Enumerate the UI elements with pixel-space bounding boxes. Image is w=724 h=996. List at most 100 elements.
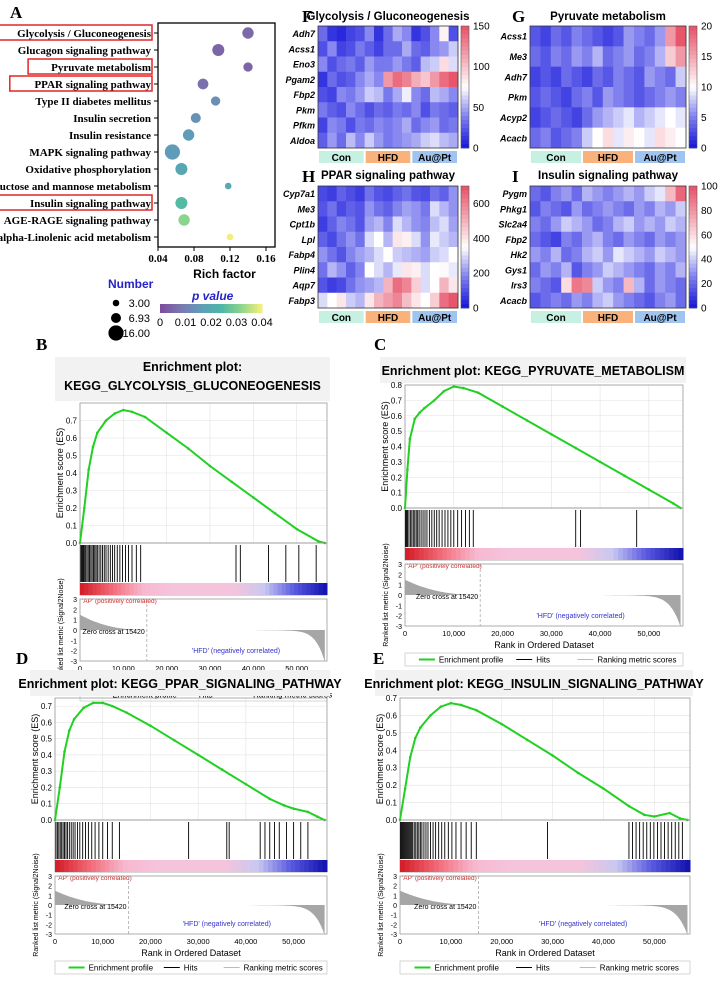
colorbar-segment <box>461 230 469 236</box>
heatmap-cell <box>420 292 431 309</box>
rank-bar-segment <box>646 860 652 872</box>
metric-tick-label: -2 <box>391 922 397 929</box>
rank-bar-segment <box>268 860 274 872</box>
rank-bar-segment <box>442 548 448 560</box>
colorbar-segment <box>461 303 469 309</box>
rank-bar-segment <box>423 548 429 560</box>
x-axis-label: Rank in Ordered Dataset <box>494 640 594 650</box>
heatmap-cell <box>623 46 635 67</box>
positive-label: 'AP' (positively correlated) <box>402 875 477 882</box>
heatmap-cell <box>402 231 412 248</box>
rank-bar-segment <box>414 860 420 872</box>
heatmap-cell <box>439 41 449 57</box>
rank-bar-segment <box>318 583 324 595</box>
heatmap-cell <box>530 247 541 263</box>
metric-tick-label: -3 <box>396 624 402 631</box>
x-tick-label: 30,000 <box>541 937 564 946</box>
heatmap-cell <box>582 26 593 47</box>
rank-bar-segment <box>149 583 155 595</box>
colorbar-segment <box>689 139 697 145</box>
heatmap-cell <box>318 216 328 233</box>
rank-bar-segment <box>562 548 568 560</box>
es-tick-label: 0.0 <box>41 816 53 825</box>
x-tick-label: 0 <box>403 629 407 638</box>
heatmap-cell <box>665 186 676 202</box>
heatmap-cell <box>420 262 431 278</box>
heatmap-cell <box>448 186 459 202</box>
negative-label: 'HFD' (negatively correlated) <box>536 613 624 620</box>
heatmap-cell <box>561 216 572 233</box>
heatmap-cell <box>327 132 337 149</box>
legend-label: Hits <box>536 656 550 665</box>
rank-bar-segment <box>177 860 183 872</box>
rank-bar-segment <box>129 583 135 595</box>
colorbar-tick-label: 0 <box>473 144 479 155</box>
heatmap-cell <box>420 56 431 73</box>
heatmap-cell <box>392 262 403 278</box>
heatmap-cell <box>439 201 449 217</box>
es-point <box>418 411 421 414</box>
heatmap-cell <box>430 41 440 57</box>
rank-bar-segment <box>95 860 101 872</box>
panel-letter-i: I <box>512 167 519 186</box>
heatmap-cell <box>318 277 328 294</box>
heatmap-cell <box>327 247 337 263</box>
colorbar-segment <box>461 70 469 76</box>
rank-bar-segment <box>187 583 192 595</box>
rank-bar-segment <box>195 860 201 872</box>
es-tick-label: 0.4 <box>391 443 403 452</box>
metric-axis-label: Ranked list metric (Signal2Noise) <box>33 853 40 956</box>
legend-frame <box>54 960 328 975</box>
colorbar-segment <box>689 255 697 260</box>
heatmap-cell <box>346 117 356 134</box>
category-label: PPAR signaling pathway <box>34 79 151 91</box>
colorbar-segment <box>461 135 469 141</box>
rank-bar-segment <box>84 583 89 595</box>
heatmap-cell <box>346 216 356 233</box>
heatmap-cell <box>561 277 572 294</box>
heatmap-cell <box>448 231 459 248</box>
es-point <box>403 787 407 790</box>
metric-tick-label: -3 <box>46 932 52 939</box>
es-tick-label: 0.3 <box>41 767 53 776</box>
colorbar-segment <box>165 304 169 313</box>
title-background <box>55 357 330 401</box>
rank-bar-segment <box>604 548 610 560</box>
gsea-plot-b: Enrichment plot: KEGG_GLYCOLYSIS_GLUCONEO… <box>55 357 332 702</box>
es-point <box>165 431 168 435</box>
heatmap-cell <box>561 201 572 217</box>
colorbar-segment <box>689 95 697 100</box>
group-label: Con <box>332 313 351 324</box>
x-tick-label: 40,000 <box>592 937 615 946</box>
rank-bar-segment <box>263 860 269 872</box>
colorbar-segment <box>461 299 469 305</box>
rank-bar-segment <box>200 860 206 872</box>
rank-bar-segment <box>502 548 508 560</box>
metric-positive <box>55 890 129 905</box>
colorbar-segment <box>461 295 469 301</box>
heatmap-cell <box>364 132 375 149</box>
rank-bar-segment <box>125 583 130 595</box>
metric-positive <box>405 579 481 595</box>
heatmap-cell <box>439 216 449 233</box>
rank-bar-segment <box>539 548 545 560</box>
heatmap-cell <box>392 87 403 103</box>
heatmap-cell <box>530 87 541 108</box>
rank-bar-segment <box>86 860 92 872</box>
heatmap-cell <box>654 46 666 67</box>
rank-bar-segment <box>178 583 184 595</box>
rank-bar-segment <box>290 860 296 872</box>
heatmap-cell <box>540 107 552 128</box>
size-legend-value: 16.00 <box>122 328 150 340</box>
colorbar-segment <box>167 304 171 313</box>
heatmap-cell <box>623 277 635 294</box>
heatmap-cell <box>364 41 375 57</box>
heatmap-cell <box>392 292 403 309</box>
group-label: Au@Pt <box>643 313 677 324</box>
heatmap-cell <box>571 186 583 202</box>
heatmap-row-label: Aldoa <box>289 136 315 146</box>
group-bar <box>319 311 364 323</box>
size-legend-dot <box>112 299 120 307</box>
title-background <box>375 670 693 696</box>
colorbar-tick-label: 0 <box>473 304 479 315</box>
